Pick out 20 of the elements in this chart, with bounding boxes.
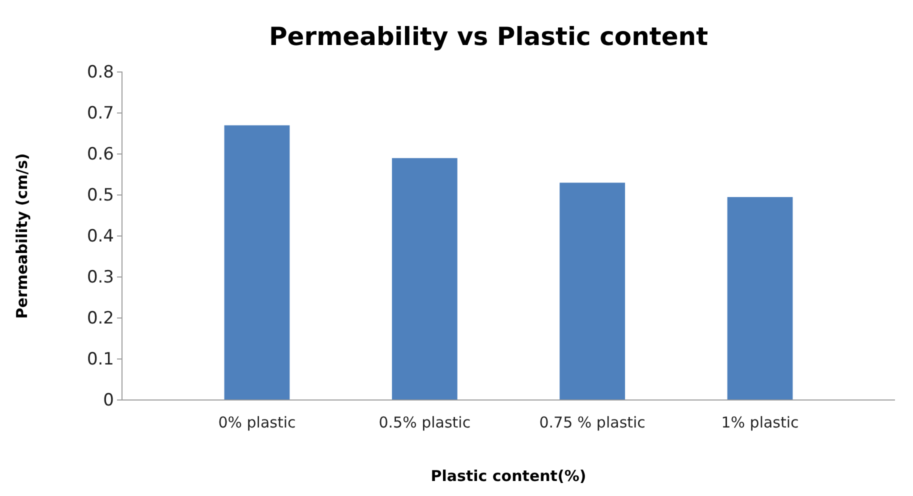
bar	[392, 158, 458, 400]
y-tick-label: 0.6	[86, 144, 114, 164]
bar	[224, 125, 290, 400]
bar	[727, 197, 793, 400]
chart-title: Permeability vs Plastic content	[268, 22, 708, 51]
x-tick-label: 0.5% plastic	[378, 414, 471, 432]
y-tick-label: 0.3	[86, 267, 114, 288]
y-tick-label: 0.7	[86, 103, 114, 124]
x-tick-label: 1% plastic	[721, 414, 799, 432]
x-axis-title: Plastic content(%)	[430, 467, 586, 485]
x-tick-label: 0% plastic	[218, 414, 296, 432]
y-tick-label: 0.1	[86, 349, 114, 370]
bar	[560, 182, 626, 400]
y-tick-label: 0	[103, 390, 114, 410]
y-axis-title: Permeability (cm/s)	[13, 153, 31, 319]
y-tick-label: 0.2	[86, 308, 114, 328]
y-tick-label: 0.8	[86, 62, 114, 82]
y-tick-label: 0.5	[86, 185, 114, 206]
y-tick-label: 0.4	[86, 226, 114, 246]
x-tick-label: 0.75 % plastic	[539, 414, 646, 432]
